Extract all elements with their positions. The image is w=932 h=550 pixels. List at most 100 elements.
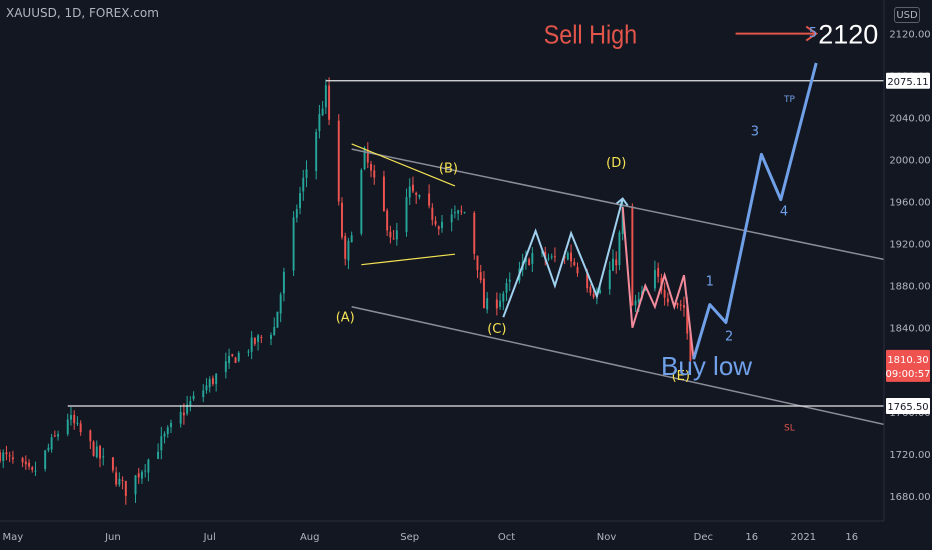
candle-body	[502, 293, 505, 302]
candle-body	[631, 206, 634, 306]
candle-body	[689, 332, 692, 361]
price-axis-panel	[884, 0, 932, 550]
candle-body	[102, 456, 105, 458]
candle-body	[160, 436, 163, 451]
x-axis-tick-label: 16	[845, 532, 858, 543]
candle-body	[273, 326, 276, 336]
candle-body	[373, 170, 376, 178]
candle-body	[140, 471, 143, 479]
x-axis-tick-label: May	[3, 532, 24, 543]
wave-cyan-arrowhead	[616, 197, 629, 207]
candle-body	[228, 355, 231, 364]
candle-body	[89, 430, 92, 442]
stop-loss-label: SL	[784, 424, 795, 434]
candle-body	[118, 478, 121, 485]
candle-body	[279, 294, 282, 314]
wave-letter-label: (A)	[336, 310, 355, 325]
triangle-lower-line	[361, 253, 455, 266]
candle-body	[392, 238, 395, 240]
candle-body	[389, 231, 392, 238]
level-price-tag	[886, 397, 930, 414]
candle-body	[473, 212, 476, 254]
wave-letter-label: (C)	[487, 322, 506, 337]
candle-body	[237, 352, 240, 362]
candle-body	[431, 207, 434, 221]
countdown-text: 09:00:57	[886, 369, 931, 380]
candle-body	[282, 271, 285, 294]
candle-body	[476, 255, 479, 271]
candle-body	[395, 230, 398, 240]
y-axis-tick-label: 2000.00	[889, 156, 930, 167]
candle-body	[337, 120, 340, 202]
candle-body	[28, 462, 31, 467]
y-axis-tick-label: 1880.00	[889, 282, 930, 293]
candle-body	[5, 452, 8, 455]
currency-button[interactable]: USD	[894, 7, 920, 23]
candle-body	[408, 186, 411, 198]
candle-body	[147, 459, 150, 473]
candle-body	[495, 299, 498, 309]
candle-body	[341, 202, 343, 238]
sell-arrow-head	[805, 25, 818, 42]
candle-body	[573, 261, 576, 266]
y-axis-tick-label: 1720.00	[889, 450, 930, 461]
candle-body	[124, 480, 127, 497]
candle-body	[134, 475, 137, 495]
candle-body	[50, 437, 53, 450]
x-axis-tick-label: Dec	[694, 532, 713, 543]
candle-body	[31, 467, 34, 470]
candle-body	[299, 193, 302, 209]
candle-body	[505, 283, 508, 293]
current-price-text: 1810.30	[887, 355, 928, 366]
candle-body	[460, 210, 463, 212]
candle-body	[234, 357, 237, 363]
candle-body	[428, 193, 431, 206]
candle-body	[576, 267, 579, 274]
candle-body	[644, 289, 647, 291]
x-axis-tick-label: 2021	[791, 532, 816, 543]
candle-body	[457, 210, 460, 214]
candle-body	[295, 209, 298, 218]
candle-body	[570, 252, 573, 262]
candle-body	[405, 197, 408, 233]
candle-body	[350, 235, 353, 243]
current-price-tag	[886, 349, 930, 382]
candle-body	[553, 256, 556, 258]
channel-upper-line	[351, 148, 884, 261]
candle-body	[592, 294, 595, 298]
candle-body	[257, 335, 260, 342]
wave-blue-path	[692, 62, 818, 360]
candle-body	[453, 212, 456, 214]
candle-body	[276, 311, 279, 328]
x-axis-tick-label: Jun	[104, 532, 121, 543]
candle-body	[70, 415, 72, 420]
candle-body	[211, 378, 214, 384]
candle-body	[499, 300, 502, 307]
candle-body	[615, 259, 618, 266]
candle-body	[186, 404, 189, 414]
candle-body	[205, 385, 208, 391]
candle-body	[250, 337, 253, 352]
candle-body	[73, 415, 76, 424]
candle-body	[179, 411, 182, 424]
wave-label: 5	[809, 26, 817, 41]
candle-body	[163, 433, 166, 437]
candle-body	[524, 258, 527, 262]
candle-body	[318, 113, 321, 131]
candle-body	[224, 361, 227, 373]
candle-body	[328, 85, 331, 120]
candle-body	[415, 192, 418, 195]
wave-label: 2	[725, 329, 733, 344]
candle-body	[586, 272, 589, 289]
y-axis-tick-label: 1680.00	[889, 492, 930, 503]
candle-body	[666, 298, 669, 303]
candle-body	[76, 422, 79, 424]
candle-body	[382, 176, 385, 211]
candle-body	[34, 470, 37, 472]
candle-body	[344, 236, 347, 259]
candle-body	[247, 351, 250, 353]
level-price-tag	[886, 72, 930, 89]
candle-body	[253, 337, 256, 344]
